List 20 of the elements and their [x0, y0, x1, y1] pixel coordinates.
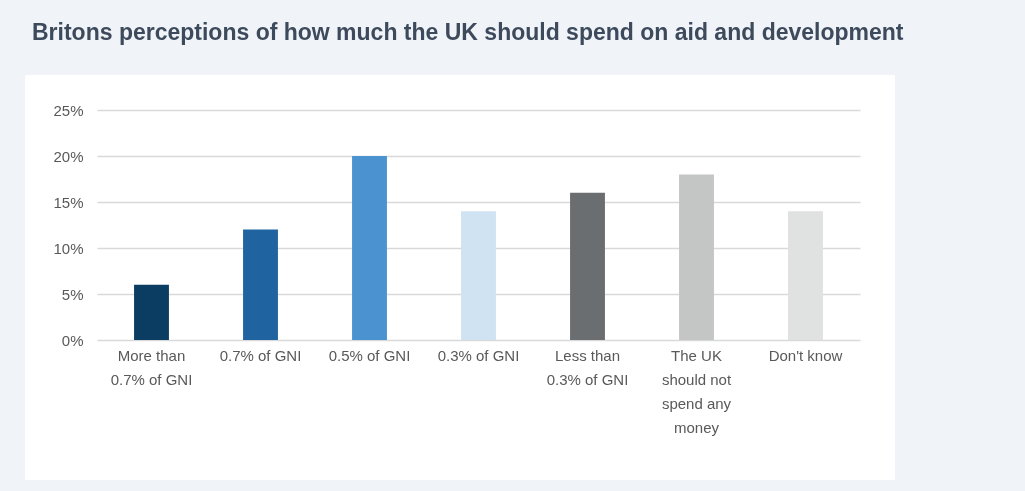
y-tick-label: 20%	[53, 147, 84, 165]
bar	[134, 284, 169, 340]
x-tick-label: 0.7% of GNI	[219, 346, 302, 364]
bar	[461, 211, 496, 340]
y-tick-label: 10%	[53, 239, 84, 257]
chart-title: Britons perceptions of how much the UK should spend on aid and development	[32, 19, 904, 45]
bar	[243, 229, 278, 340]
bar	[679, 174, 714, 340]
x-tick-label: Don't know	[768, 346, 843, 364]
x-tick-label: 0.5% of GNI	[328, 346, 411, 364]
y-tick-label: 15%	[53, 193, 84, 211]
x-tick-label: 0.3% of GNI	[437, 346, 520, 364]
bar	[570, 192, 605, 340]
y-tick-label: 25%	[53, 101, 84, 119]
y-tick-label: 5%	[61, 285, 84, 303]
x-tick-label: More than 0.7% of GNI	[110, 346, 193, 388]
x-tick-label: The UK should not spend any money	[661, 346, 732, 436]
y-tick-label: 0%	[61, 331, 84, 349]
bar	[352, 156, 387, 340]
x-tick-label: Less than 0.3% of GNI	[546, 346, 629, 388]
